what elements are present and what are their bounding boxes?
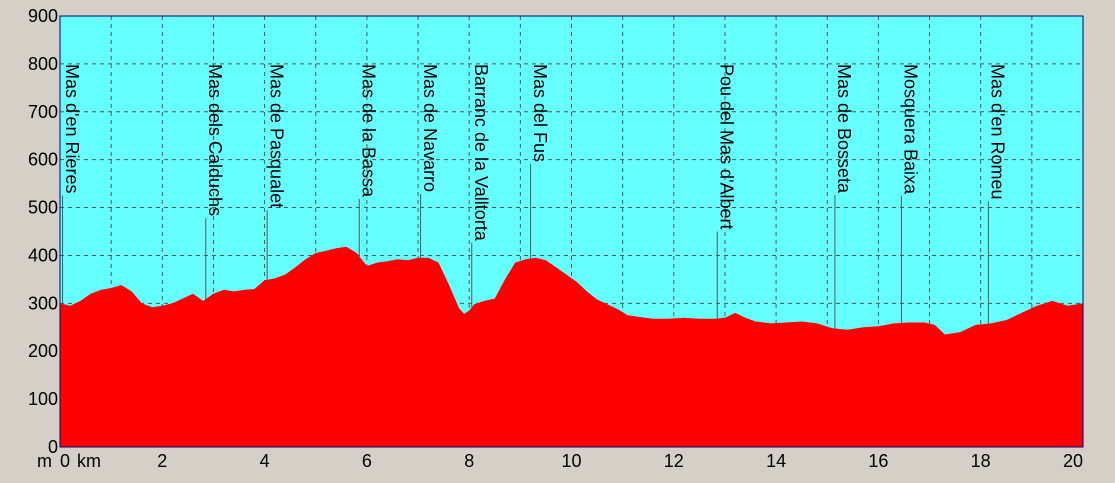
elevation-area (60, 246, 1083, 447)
plot-frame (59, 15, 1084, 448)
y-tick-label: 0 (48, 437, 58, 457)
x-tick-label: 16 (868, 451, 888, 471)
y-tick-label: 900 (28, 6, 58, 26)
x-tick-labels: 0 2 4 6 8 10 12 14 16 18 20 (60, 451, 1083, 471)
y-unit-label: m (37, 451, 52, 471)
waypoint-label: Mas de Navarro (420, 64, 440, 192)
y-tick-label: 600 (28, 150, 58, 170)
waypoint-label: Mas de la Bassa (358, 64, 378, 198)
waypoint-marker: Mas del Fus (530, 64, 550, 259)
x-tick-label: 20 (1063, 451, 1083, 471)
waypoint-label: Mosquera Baixa (901, 64, 921, 195)
waypoint-marker: Mas dels Calduchs (205, 64, 225, 300)
y-tick-label: 300 (28, 293, 58, 313)
x-tick-label: 10 (561, 451, 581, 471)
waypoint-label: Mas del Fus (530, 64, 550, 162)
x-tick-label: 14 (766, 451, 786, 471)
waypoint-marker: Mas de Pasqualet (266, 64, 286, 280)
y-tick-label: 500 (28, 198, 58, 218)
waypoint-marker: Mas d'en Rieres (62, 64, 82, 304)
x-tick-label: 18 (971, 451, 991, 471)
waypoint-marker: Mas d'en Romeu (988, 64, 1008, 324)
y-tick-label: 800 (28, 54, 58, 74)
waypoint-label: Barranc de la Valltorta (471, 64, 491, 242)
waypoint-marker: Mas de Bosseta (834, 64, 854, 329)
waypoint-label: Mas d'en Rieres (62, 64, 82, 194)
x-tick-label: 4 (260, 451, 270, 471)
x-tick-label: 2 (157, 451, 167, 471)
waypoint-marker: Barranc de la Valltorta (471, 64, 491, 308)
waypoint-annotations: Mas d'en Rieres Mas dels Calduchs Mas de P… (62, 64, 1008, 329)
waypoint-label: Mas dels Calduchs (205, 64, 225, 216)
waypoint-marker: Pou del Mas d'Albert (717, 64, 737, 319)
y-tick-label: 400 (28, 245, 58, 265)
x-tick-label: 8 (464, 451, 474, 471)
x-unit-label: km (77, 451, 101, 471)
y-tick-label: 100 (28, 389, 58, 409)
x-tick-label: 6 (362, 451, 372, 471)
waypoint-label: Mas de Pasqualet (266, 64, 286, 208)
waypoint-label: Mas d'en Romeu (988, 64, 1008, 200)
y-tick-labels: 0 100 200 300 400 500 600 700 800 900 (28, 6, 58, 457)
waypoint-marker: Mosquera Baixa (901, 64, 921, 323)
waypoint-marker: Mas de Navarro (420, 64, 440, 258)
waypoint-label: Pou del Mas d'Albert (717, 64, 737, 230)
x-tick-label: 0 (60, 451, 70, 471)
y-tick-label: 200 (28, 341, 58, 361)
waypoint-marker: Mas de la Bassa (358, 64, 378, 257)
y-tick-label: 700 (28, 102, 58, 122)
waypoint-label: Mas de Bosseta (834, 64, 854, 194)
x-tick-label: 12 (664, 451, 684, 471)
